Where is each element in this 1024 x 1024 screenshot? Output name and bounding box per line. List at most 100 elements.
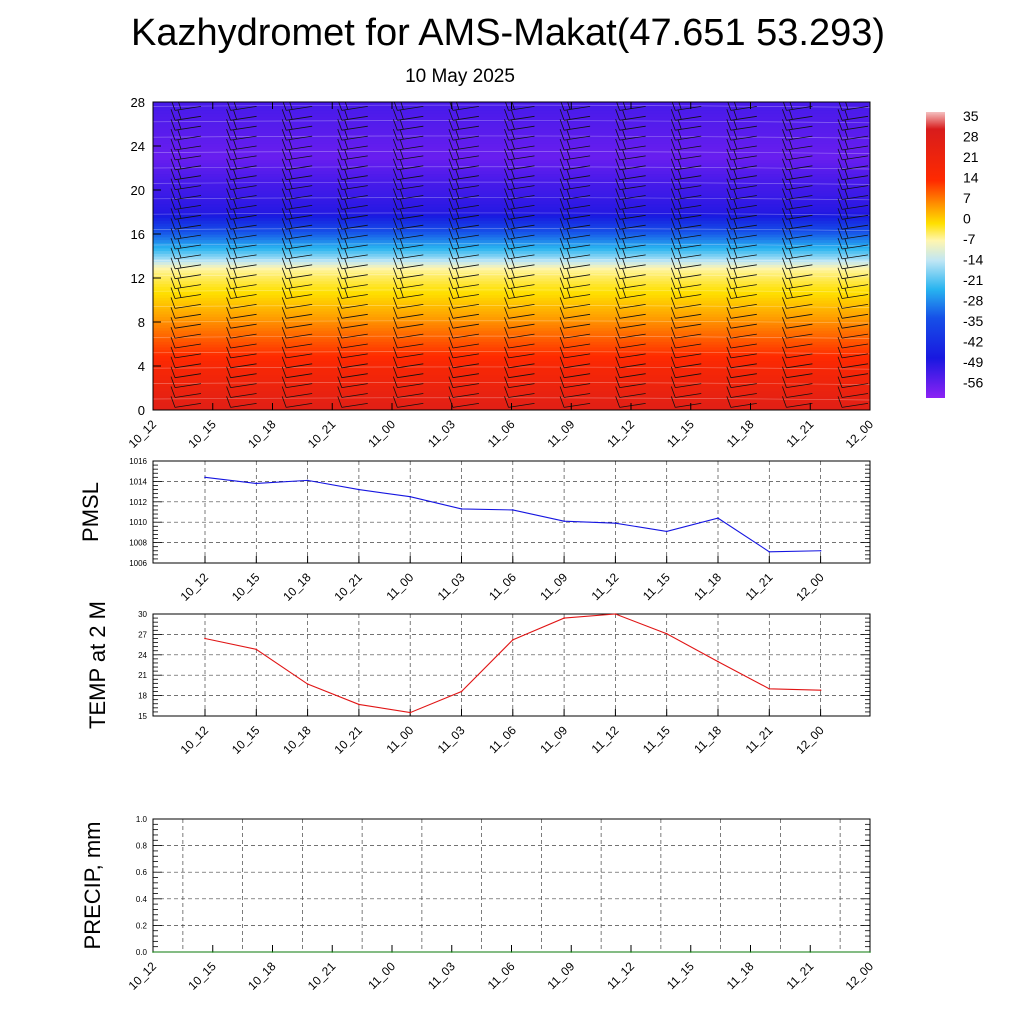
wind-barb-flag [837, 257, 843, 269]
wind-barb-flag [622, 219, 627, 229]
wind-barb-staff [452, 294, 479, 299]
wind-barb-staff [564, 165, 591, 171]
wind-barb-staff [786, 125, 813, 131]
wind-barb-staff [786, 205, 813, 210]
wind-barb-staff [452, 363, 479, 369]
wind-barb [392, 168, 424, 181]
wind-barb [281, 237, 313, 250]
wind-barb [782, 109, 813, 121]
wind-barb-staff [452, 403, 479, 408]
heatmap-band [153, 305, 870, 309]
wind-barb-flag [399, 199, 404, 209]
wind-barb-staff [730, 323, 757, 329]
wind-barb-flag [399, 159, 404, 169]
heatmap-band [153, 212, 870, 216]
wind-barb-staff [341, 284, 368, 289]
wind-barb [670, 119, 702, 131]
wind-barb-staff [841, 175, 869, 181]
wind-barb-flag [288, 159, 293, 169]
wind-barb [837, 317, 869, 329]
wind-barb-flag [448, 188, 454, 200]
wind-barb-staff [619, 106, 646, 111]
temp-2m-data-point [512, 639, 514, 641]
wind-barb [670, 366, 702, 379]
wind-barb [170, 386, 202, 398]
wind-barb-flag [177, 159, 182, 169]
wind-barb [392, 297, 424, 309]
heatmap-band [153, 264, 870, 268]
wind-barb-flag [670, 336, 676, 349]
wind-barb-staff [174, 313, 202, 319]
heatmap-band [153, 250, 870, 254]
heatmap-band [153, 322, 870, 326]
wind-barb [670, 247, 702, 260]
wind-barb-staff [174, 274, 202, 280]
wind-barb-staff [675, 254, 702, 260]
wind-barb-flag [622, 139, 627, 150]
wind-barb [670, 148, 702, 161]
x-tick-label: 10_21 [332, 723, 366, 757]
wind-barb [337, 218, 368, 230]
wind-barb [837, 188, 869, 200]
wind-barb-flag [837, 208, 843, 220]
wind-barb-flag [177, 238, 182, 249]
wind-barb [337, 317, 368, 329]
wind-barb-flag [337, 267, 343, 279]
wind-barb-flag [393, 102, 398, 111]
wind-barb-flag [344, 179, 349, 189]
wind-barb-staff [174, 254, 202, 260]
wind-barb-staff [230, 323, 257, 329]
wind-barb-flag [448, 326, 454, 339]
wind-barb-flag [392, 386, 398, 398]
wind-barb-flag [733, 238, 738, 249]
x-tick-label: 11_15 [664, 959, 697, 992]
heatmap-band [153, 159, 870, 164]
wind-barb-staff [841, 224, 869, 230]
wind-barb [226, 188, 257, 200]
wind-barb-flag [392, 178, 398, 190]
wind-barb-staff [675, 125, 702, 131]
wind-barb-staff [286, 313, 313, 319]
wind-barb-flag [844, 199, 849, 209]
wind-barb-flag [782, 109, 787, 121]
wind-barb-staff [786, 185, 813, 190]
wind-barb-flag [559, 257, 565, 269]
wind-barb-flag [559, 138, 565, 151]
wind-barb [838, 102, 869, 111]
wind-barb [337, 128, 368, 141]
wind-barb-flag [670, 247, 676, 260]
wind-barb [559, 307, 591, 319]
wind-barb-flag [511, 179, 515, 189]
wind-barb [171, 102, 202, 111]
wind-barb-flag [782, 148, 787, 161]
wind-barb-staff [619, 165, 646, 171]
wind-barb-flag [511, 248, 515, 259]
wind-barb-staff [619, 264, 646, 270]
wind-barb-flag [733, 228, 738, 239]
wind-barb [615, 119, 646, 131]
wind-barb-flag [615, 247, 621, 260]
y-tick-label: 21 [138, 671, 147, 680]
wind-barb-flag [281, 178, 287, 190]
wind-barb-staff [174, 403, 202, 408]
wind-barb-flag [344, 278, 349, 288]
y-tick-label: 0.2 [136, 921, 148, 930]
wind-barb [504, 119, 535, 131]
wind-barb-flag [726, 257, 732, 269]
wind-barb-staff [619, 195, 646, 200]
wind-barb-flag [782, 128, 787, 141]
wind-barb-flag [399, 219, 404, 229]
wind-barb-staff [675, 205, 702, 210]
wind-barb-flag [344, 258, 349, 268]
colorbar-label: -42 [963, 334, 983, 350]
wind-barb-flag [837, 346, 843, 359]
wind-barb-staff [452, 175, 479, 181]
wind-barb-flag [837, 317, 843, 329]
x-tick-label: 11_18 [724, 959, 757, 992]
wind-barb-flag [281, 366, 287, 378]
wind-barb-flag [670, 138, 676, 151]
heatmap-band [153, 280, 870, 285]
wind-barb [338, 102, 368, 111]
wind-barb-flag [170, 376, 176, 388]
wind-barb [559, 128, 591, 141]
